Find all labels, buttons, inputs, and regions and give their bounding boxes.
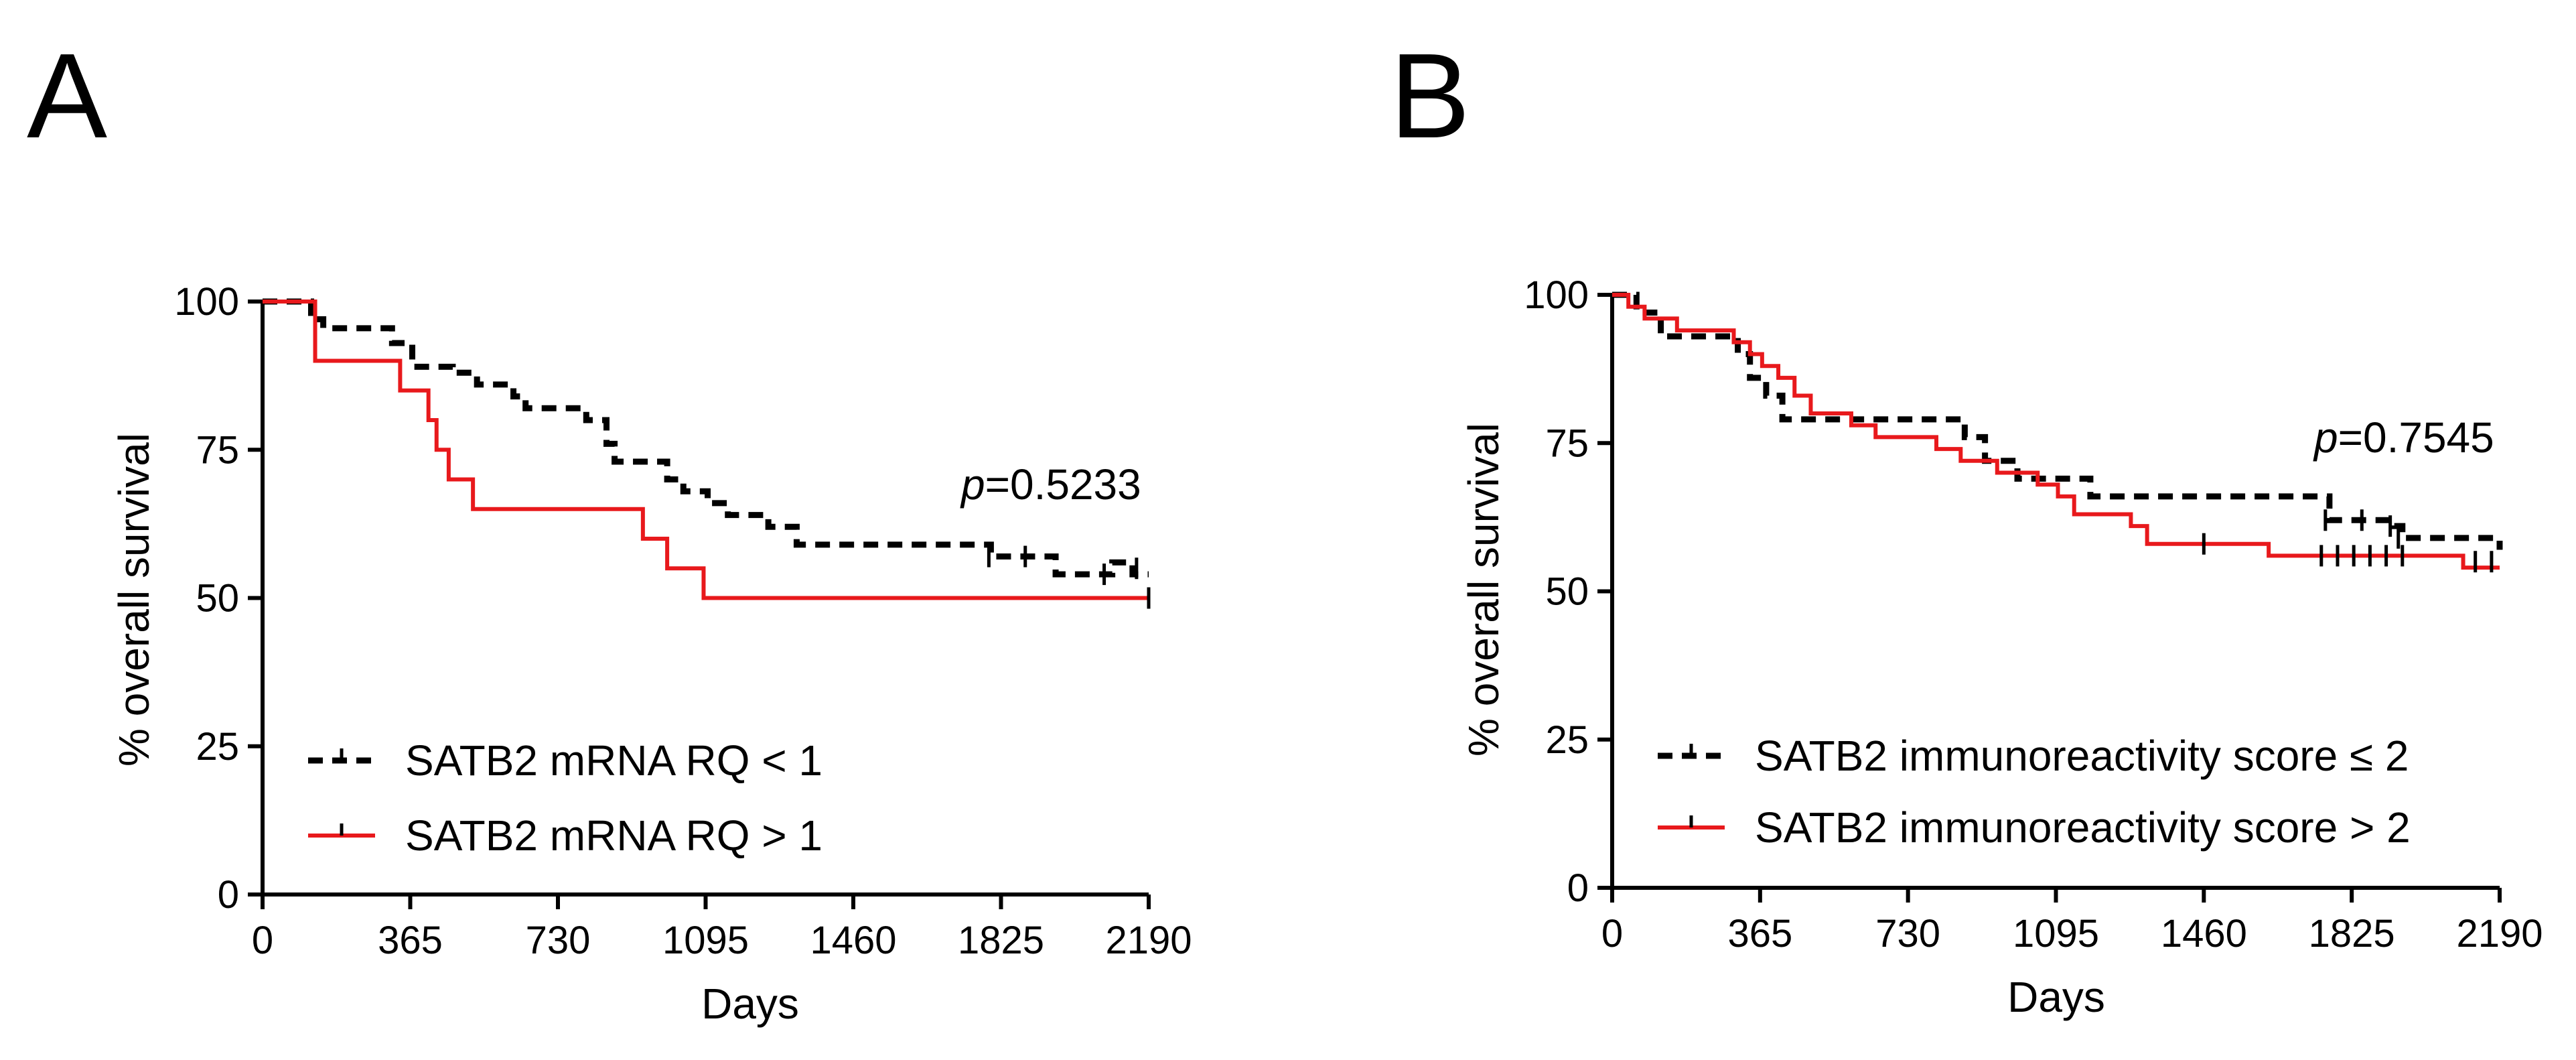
- x-tick-label-a-5: 1825: [958, 919, 1044, 962]
- x-tick-label-b-0: 0: [1601, 912, 1623, 955]
- x-axis-title-a: Days: [701, 980, 799, 1028]
- x-tick-label-b-2: 730: [1875, 912, 1940, 955]
- y-tick-label-b-4: 100: [1524, 273, 1589, 317]
- x-tick-label-a-0: 0: [252, 919, 273, 962]
- survival-curve-b-0: [1612, 291, 2503, 550]
- p-value-b: p=0.7545: [2313, 413, 2494, 462]
- x-tick-label-b-6: 2190: [2456, 912, 2543, 955]
- panel-label-b: B: [1390, 29, 1470, 163]
- x-tick-label-a-3: 1095: [662, 919, 749, 962]
- x-tick-label-a-4: 1460: [810, 919, 896, 962]
- survival-curve-a-0: [263, 298, 1149, 578]
- p-value-a: p=0.5233: [960, 460, 1141, 509]
- x-tick-label-a-2: 730: [526, 919, 591, 962]
- y-tick-label-a-3: 75: [196, 428, 239, 472]
- y-tick-label-a-1: 25: [196, 725, 239, 769]
- x-tick-label-b-3: 1095: [2013, 912, 2099, 955]
- panel-b: B 0 365 730 1095 1460 1825 2190 0 25 50 75 100 Days…: [1390, 29, 2543, 1021]
- p-value-prefix-a: p: [960, 460, 985, 509]
- x-axis-title-b: Days: [2007, 973, 2105, 1021]
- axes-b: [1597, 293, 2502, 903]
- x-tick-label-b-4: 1460: [2161, 912, 2247, 955]
- panel-a: A 0 365 730 1095 1460 1825 2190 0 25 50 75 100 Days…: [27, 29, 1192, 1028]
- tick-labels-a: 0 365 730 1095 1460 1825 2190 0 25 50 75 100: [174, 280, 1192, 962]
- legend-label-b-0: SATB2 immunoreactivity score ≤ 2: [1755, 732, 2409, 780]
- y-tick-label-b-1: 25: [1545, 718, 1589, 762]
- y-axis-title-b: % overall survival: [1459, 423, 1508, 756]
- legend-a: SATB2 mRNA RQ < 1 SATB2 mRNA RQ > 1: [308, 736, 822, 860]
- y-tick-label-b-0: 0: [1567, 866, 1589, 910]
- curves-b: [1612, 291, 2503, 573]
- legend-label-b-1: SATB2 immunoreactivity score > 2: [1755, 803, 2411, 852]
- legend-label-a-0: SATB2 mRNA RQ < 1: [405, 736, 822, 785]
- curves-a: [263, 298, 1151, 609]
- y-tick-label-a-2: 50: [196, 577, 239, 620]
- y-tick-label-b-2: 50: [1545, 570, 1589, 614]
- p-value-text-a: =0.5233: [985, 460, 1141, 509]
- x-tick-label-a-6: 2190: [1105, 919, 1192, 962]
- p-value-prefix-b: p: [2313, 413, 2338, 462]
- legend-label-a-1: SATB2 mRNA RQ > 1: [405, 811, 822, 860]
- x-tick-label-b-1: 365: [1727, 912, 1792, 955]
- panel-label-a: A: [27, 29, 107, 163]
- legend-b: SATB2 immunoreactivity score ≤ 2 SATB2 i…: [1658, 732, 2411, 852]
- survival-curve-a-1: [263, 300, 1149, 600]
- x-tick-label-b-5: 1825: [2309, 912, 2395, 955]
- y-tick-label-a-0: 0: [218, 873, 239, 917]
- y-tick-label-a-4: 100: [174, 280, 239, 324]
- x-tick-label-a-1: 365: [378, 919, 443, 962]
- survival-curve-b-1: [1612, 293, 2500, 570]
- y-axis-title-a: % overall survival: [110, 433, 158, 767]
- y-tick-label-b-3: 75: [1545, 421, 1589, 465]
- tick-labels-b: 0 365 730 1095 1460 1825 2190 0 25 50 75 100: [1524, 273, 2543, 955]
- axes-a: [248, 300, 1151, 909]
- p-value-text-b: =0.7545: [2338, 413, 2494, 462]
